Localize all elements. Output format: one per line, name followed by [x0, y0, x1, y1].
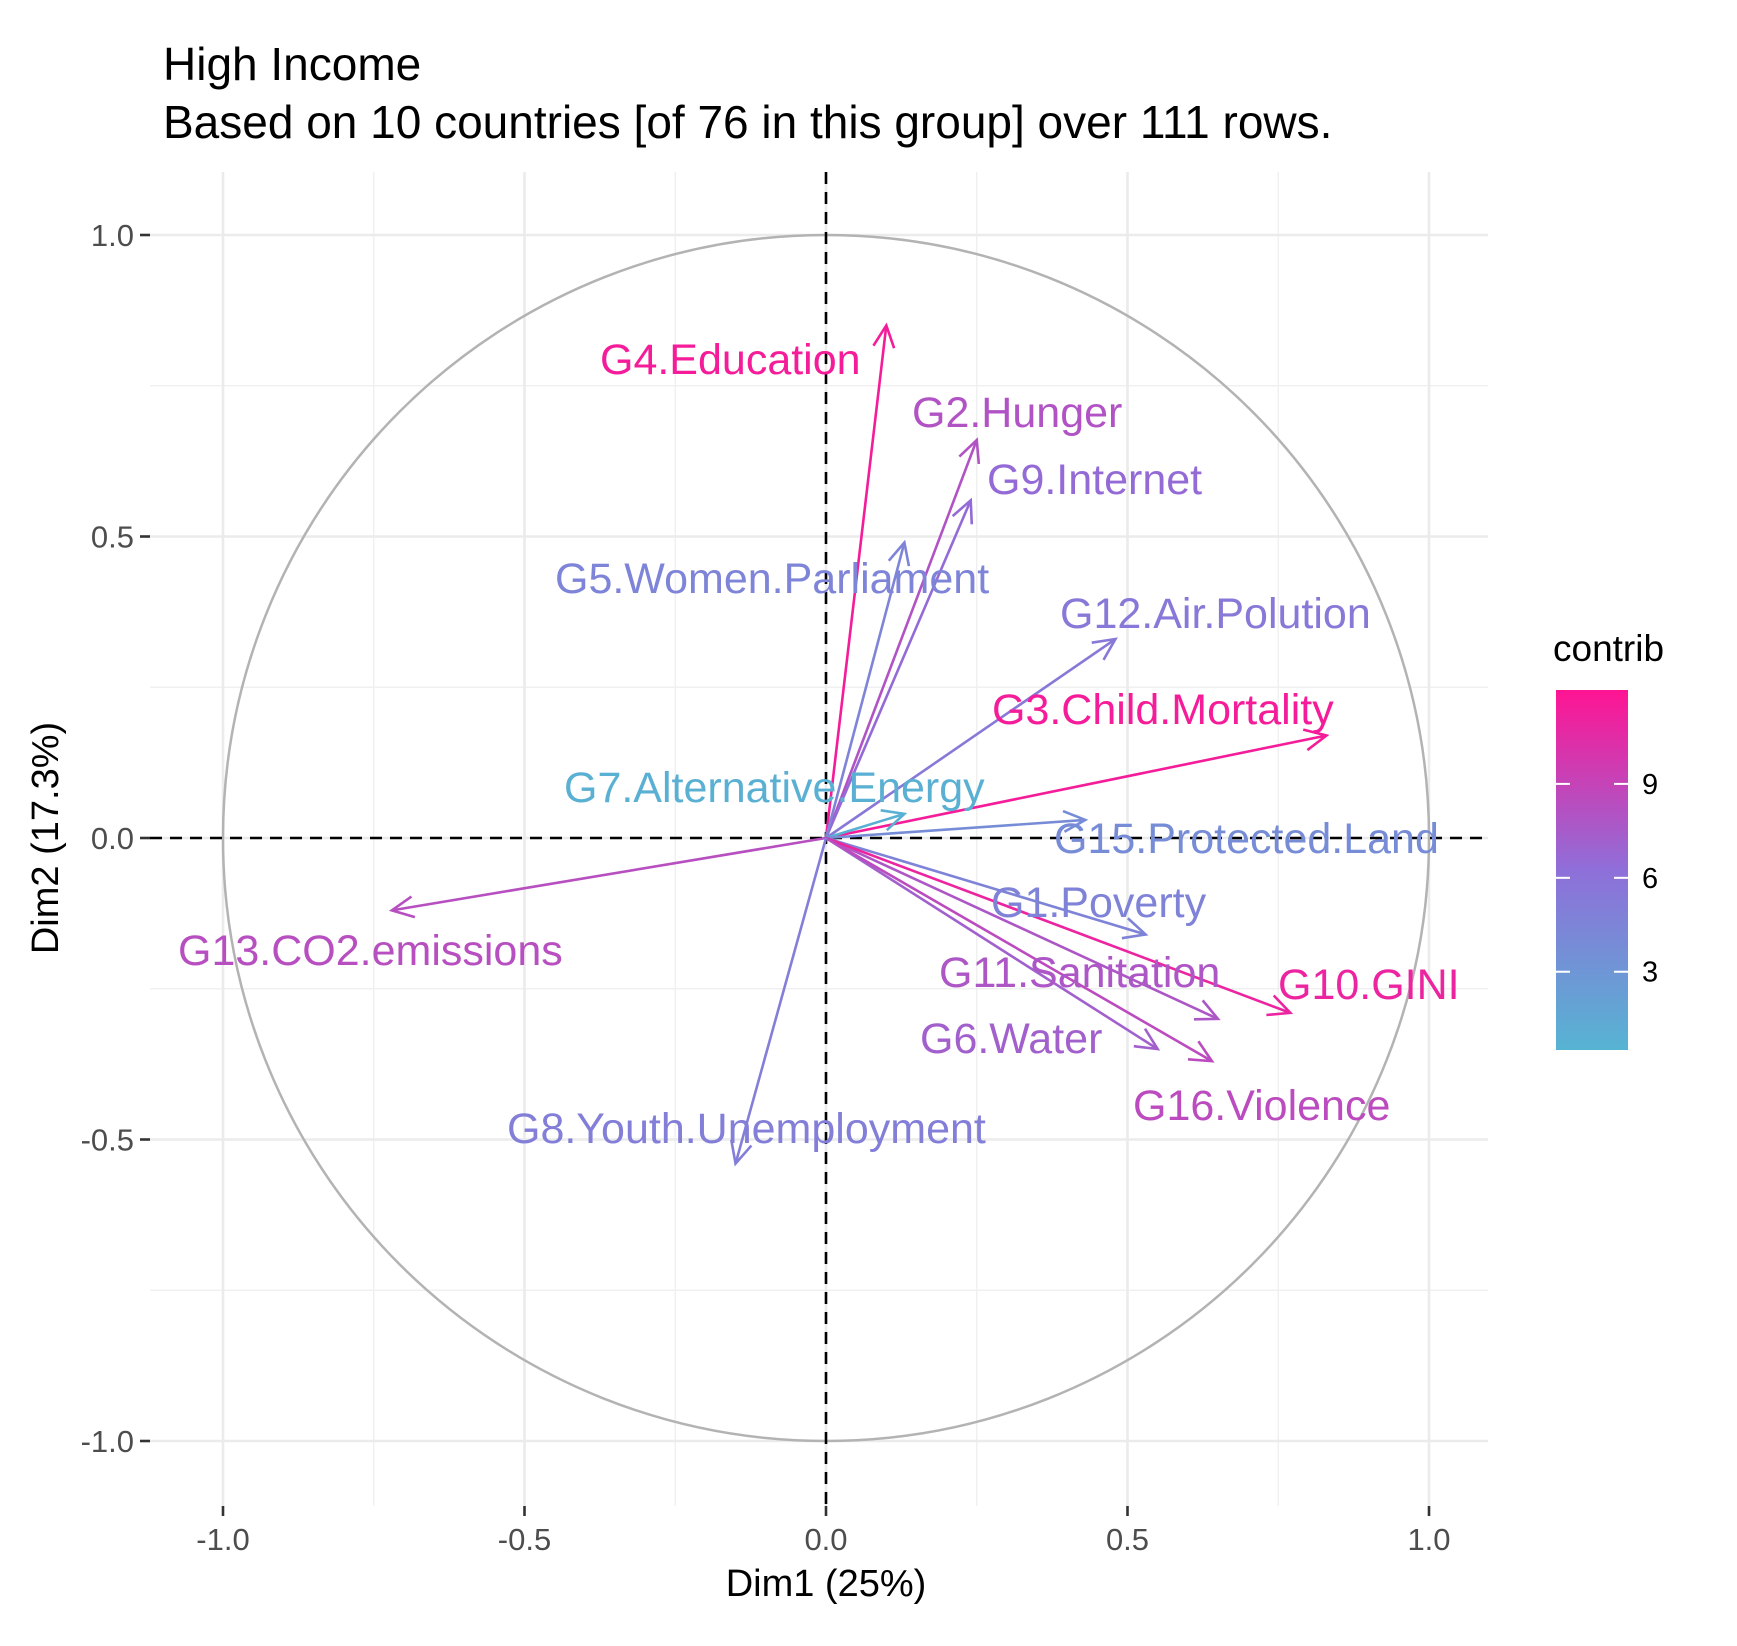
variable-labels: G4.Education G2.Hunger G9.Internet G5.Women…: [178, 336, 1460, 1153]
label-g4-education: G4.Education: [600, 336, 861, 384]
y-axis: -1.0 -0.5 0.0 0.5 1.0: [81, 218, 150, 1459]
y-tick-label: -0.5: [81, 1123, 134, 1158]
chart-subtitle: Based on 10 countries [of 76 in this gro…: [163, 96, 1332, 148]
color-legend: contrib 3 6 9: [1553, 628, 1664, 1050]
label-g3-child-mortality: G3.Child.Mortality: [992, 686, 1334, 734]
arrowhead-g10-gini: [1266, 994, 1294, 1017]
arrowhead-g3-child-mortality: [1302, 728, 1330, 752]
x-tick-label: 1.0: [1407, 1522, 1450, 1557]
label-g15-protected-land: G15.Protected.Land: [1054, 815, 1439, 863]
arrowhead-g16-violence: [1187, 1040, 1215, 1063]
arrowhead-g12-air-polution: [1091, 637, 1118, 661]
arrow-g8-youth-unemployment: [734, 837, 828, 1164]
legend-tick-label: 6: [1642, 863, 1658, 895]
label-g16-violence: G16.Violence: [1133, 1082, 1390, 1130]
chart-title: High Income: [163, 38, 421, 90]
label-g1-poverty: G1.Poverty: [991, 879, 1207, 927]
plot-panel: G4.Education G2.Hunger G9.Internet G5.Women…: [150, 172, 1488, 1506]
arrowhead-g11-sanitation: [1193, 999, 1221, 1021]
y-axis-title: Dim2 (17.3%): [25, 722, 67, 954]
arrowhead-g2-hunger: [958, 437, 981, 465]
label-g10-gini: G10.GINI: [1278, 961, 1460, 1009]
label-g7-alternative-energy: G7.Alternative.Energy: [564, 764, 985, 812]
arrow-g12-air-polution: [825, 637, 1117, 840]
arrow-g15-protected-land: [825, 818, 1086, 840]
arrow-g16-violence: [825, 836, 1213, 1063]
label-g11-sanitation: G11.Sanitation: [939, 949, 1220, 997]
legend-title: contrib: [1553, 628, 1664, 669]
legend-tick-label: 9: [1642, 769, 1658, 801]
arrowhead-g4-education: [872, 322, 896, 349]
x-axis-title: Dim1 (25%): [726, 1563, 927, 1605]
arrow-g9-internet: [824, 499, 972, 839]
variable-arrows: [388, 322, 1330, 1167]
y-tick-label: -1.0: [81, 1424, 134, 1459]
x-tick-label: -1.0: [196, 1522, 249, 1557]
arrow-g2-hunger: [824, 439, 978, 839]
label-g13-co2-emissions: G13.CO2.emissions: [178, 927, 563, 975]
arrow-g10-gini: [825, 836, 1291, 1015]
arrowhead-g13-co2-emissions: [388, 895, 416, 919]
x-tick-label: 0.5: [1106, 1522, 1149, 1557]
arrowhead-g6-water: [1133, 1027, 1161, 1051]
legend-colorbar: [1556, 690, 1628, 1050]
legend-ticks: 3 6 9: [1556, 769, 1658, 989]
x-tick-label: 0.0: [804, 1522, 847, 1557]
arrowhead-g1-poverty: [1121, 917, 1149, 940]
y-tick-label: 0.0: [91, 821, 134, 856]
arrow-g1-poverty: [825, 836, 1146, 936]
arrowhead-g5-women-parliament: [887, 539, 911, 567]
label-g5-women-parliament: G5.Women.Parliament: [555, 555, 989, 603]
y-tick-label: 1.0: [91, 218, 134, 253]
arrow-g4-education: [824, 325, 888, 839]
arrowhead-g15-protected-land: [1062, 809, 1089, 833]
arrowhead-g9-internet: [951, 497, 974, 525]
arrow-g13-co2-emissions: [391, 836, 827, 912]
label-g12-air-polution: G12.Air.Polution: [1060, 590, 1371, 638]
arrowhead-g8-youth-unemployment: [730, 1139, 753, 1167]
arrowhead-g7-alternative-energy: [880, 809, 908, 832]
label-g6-water: G6.Water: [920, 1015, 1102, 1063]
x-axis: -1.0 -0.5 0.0 0.5 1.0: [196, 1506, 1451, 1557]
label-g2-hunger: G2.Hunger: [912, 389, 1122, 437]
arrow-g5-women-parliament: [824, 542, 906, 839]
arrow-g11-sanitation: [825, 836, 1219, 1021]
arrow-g7-alternative-energy: [825, 812, 905, 840]
label-g8-youth-unemployment: G8.Youth.Unemployment: [507, 1105, 986, 1153]
y-tick-label: 0.5: [91, 520, 134, 555]
arrow-g6-water: [825, 836, 1159, 1051]
label-g9-internet: G9.Internet: [987, 456, 1202, 504]
legend-tick-label: 3: [1642, 957, 1658, 989]
x-tick-label: -0.5: [498, 1522, 551, 1557]
arrow-g3-child-mortality: [825, 734, 1327, 840]
